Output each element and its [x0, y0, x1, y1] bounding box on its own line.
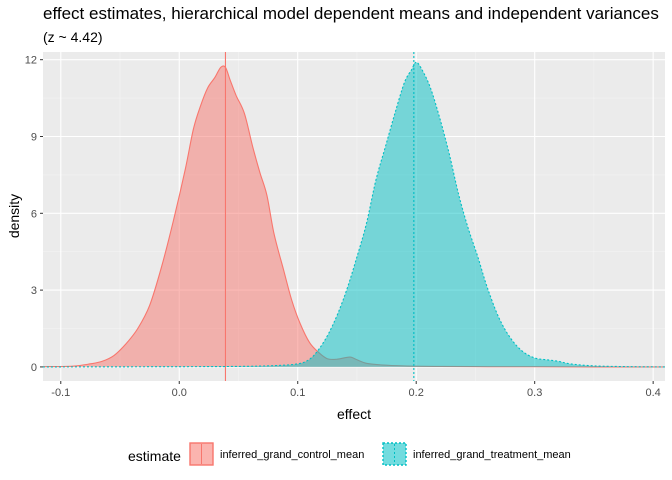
y-tick-label: 0	[31, 362, 37, 374]
chart-title: effect estimates, hierarchical model dep…	[43, 4, 659, 23]
legend: estimate inferred_grand_control_mean inf…	[128, 442, 571, 466]
x-tick-label: -0.1	[51, 387, 70, 399]
chart-subtitle: (z ~ 4.42)	[43, 29, 103, 45]
legend-label-treatment: inferred_grand_treatment_mean	[413, 449, 571, 461]
legend-label-control: inferred_grand_control_mean	[220, 449, 364, 461]
axes: -0.1 0.0 0.1 0.2 0.3 0.4 0 3 6 9 12	[25, 55, 661, 399]
x-tick-label: 0.3	[527, 387, 542, 399]
density-area-control	[43, 65, 665, 367]
density-area-treatment	[43, 62, 665, 367]
x-tick-label: 0.2	[409, 387, 424, 399]
legend-title: estimate	[128, 448, 181, 464]
y-tick-label: 6	[31, 208, 37, 220]
x-tick-label: 0.1	[290, 387, 305, 399]
y-tick-label: 3	[31, 285, 37, 297]
y-axis-title: density	[6, 194, 22, 238]
density-areas	[42, 52, 666, 381]
y-tick-label: 9	[31, 131, 37, 143]
y-tick-label: 12	[25, 55, 37, 67]
x-axis-title: effect	[337, 406, 371, 422]
x-tick-label: 0.4	[646, 387, 661, 399]
x-tick-label: 0.0	[172, 387, 187, 399]
